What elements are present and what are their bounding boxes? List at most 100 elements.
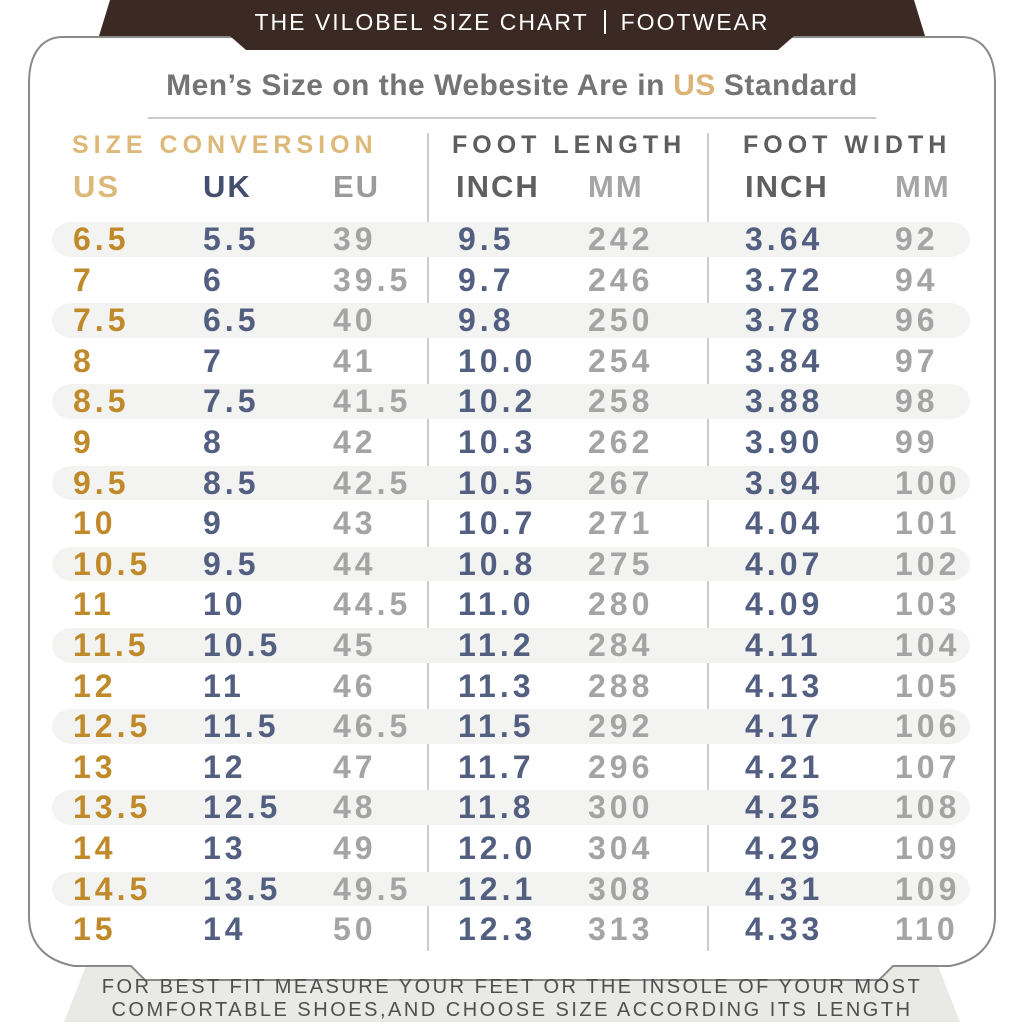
cell-wid-inch: 4.07 <box>745 545 824 582</box>
cell-us: 14 <box>73 829 117 866</box>
cell-us: 11 <box>73 586 115 623</box>
cell-us: 11.5 <box>73 626 150 663</box>
cell-eu: 45 <box>333 626 377 663</box>
cell-eu: 44 <box>333 545 377 582</box>
table-row: 8.5 7.5 41.5 10.2 258 3.88 98 <box>52 381 970 422</box>
cell-us: 13.5 <box>73 789 152 826</box>
cell-wid-inch: 4.33 <box>745 911 824 948</box>
cell-len-inch: 9.7 <box>458 261 515 298</box>
cell-wid-mm: 107 <box>895 748 961 785</box>
cell-us: 12.5 <box>73 708 152 745</box>
cell-eu: 50 <box>333 911 377 948</box>
footer-note: FOR BEST FIT MEASURE YOUR FEET OR THE IN… <box>0 976 1024 1022</box>
cell-us: 15 <box>73 911 117 948</box>
cell-uk: 12 <box>203 748 247 785</box>
cell-len-mm: 313 <box>588 911 654 948</box>
cell-wid-inch: 3.72 <box>745 261 824 298</box>
table-row: 13.5 12.5 48 11.8 300 4.25 108 <box>52 787 970 828</box>
cell-uk: 9.5 <box>203 545 260 582</box>
cell-wid-inch: 4.25 <box>745 789 824 826</box>
cell-len-inch: 11.8 <box>458 789 535 826</box>
cell-len-inch: 12.0 <box>458 829 537 866</box>
size-table-body: 6.5 5.5 39 9.5 242 3.64 92 7 6 39.5 9.7 246 3.72 94 7.… <box>52 219 970 950</box>
cell-wid-mm: 105 <box>895 667 961 704</box>
cell-wid-mm: 109 <box>895 829 961 866</box>
cell-us: 6.5 <box>73 221 130 257</box>
cell-wid-mm: 99 <box>895 423 939 460</box>
cell-len-mm: 296 <box>588 748 654 785</box>
cell-wid-mm: 110 <box>895 911 959 948</box>
cell-wid-inch: 3.84 <box>745 342 824 379</box>
cell-eu: 46 <box>333 667 377 704</box>
cell-us: 7 <box>73 261 95 298</box>
cell-us: 8.5 <box>73 383 130 420</box>
cell-us: 9.5 <box>73 464 130 501</box>
table-row: 9 8 42 10.3 262 3.90 99 <box>52 422 970 463</box>
cell-eu: 39 <box>333 221 377 257</box>
cell-uk: 11.5 <box>203 708 280 745</box>
banner-separator <box>603 10 606 34</box>
cell-eu: 43 <box>333 505 377 542</box>
cell-wid-inch: 4.09 <box>745 586 824 623</box>
cell-wid-inch: 3.94 <box>745 464 824 501</box>
page-title: Men’s Size on the Webesite Are in US Stand… <box>0 64 1024 108</box>
table-row: 8 7 41 10.0 254 3.84 97 <box>52 341 970 382</box>
cell-len-inch: 9.8 <box>458 302 515 339</box>
cell-wid-inch: 3.88 <box>745 383 824 420</box>
cell-wid-mm: 102 <box>895 545 961 582</box>
section-divider-1 <box>427 133 429 951</box>
cell-wid-mm: 100 <box>895 464 961 501</box>
cell-eu: 42 <box>333 423 377 460</box>
cell-uk: 14 <box>203 911 247 948</box>
cell-wid-mm: 94 <box>895 261 939 298</box>
cell-wid-mm: 104 <box>895 626 961 663</box>
cell-eu: 48 <box>333 789 377 826</box>
cell-wid-inch: 4.11 <box>745 626 822 663</box>
cell-wid-mm: 106 <box>895 708 961 745</box>
cell-len-mm: 246 <box>588 261 654 298</box>
cell-len-mm: 258 <box>588 383 654 420</box>
cell-wid-mm: 103 <box>895 586 961 623</box>
cell-eu: 41.5 <box>333 383 412 420</box>
cell-len-inch: 9.5 <box>458 221 515 257</box>
table-row: 12 11 46 11.3 288 4.13 105 <box>52 666 970 707</box>
cell-uk: 6 <box>203 261 225 298</box>
column-header-uk: UK <box>203 169 252 204</box>
title-suffix: Standard <box>723 69 858 102</box>
cell-eu: 44.5 <box>333 586 412 623</box>
cell-us: 14.5 <box>73 870 152 907</box>
cell-uk: 13.5 <box>203 870 282 907</box>
table-row: 13 12 47 11.7 296 4.21 107 <box>52 747 970 788</box>
top-banner <box>99 0 925 50</box>
table-row: 15 14 50 12.3 313 4.33 110 <box>52 909 970 950</box>
cell-eu: 41 <box>333 342 377 379</box>
cell-wid-inch: 4.17 <box>745 708 824 745</box>
cell-len-mm: 254 <box>588 342 654 379</box>
table-row: 14 13 49 12.0 304 4.29 109 <box>52 828 970 869</box>
table-row: 7.5 6.5 40 9.8 250 3.78 96 <box>52 300 970 341</box>
table-row: 6.5 5.5 39 9.5 242 3.64 92 <box>52 219 970 260</box>
cell-eu: 42.5 <box>333 464 412 501</box>
cell-len-inch: 10.7 <box>458 505 537 542</box>
table-row: 11.5 10.5 45 11.2 284 4.11 104 <box>52 625 970 666</box>
cell-uk: 5.5 <box>203 221 260 257</box>
table-row: 10 9 43 10.7 271 4.04 101 <box>52 503 970 544</box>
footer-note-line1: FOR BEST FIT MEASURE YOUR FEET OR THE IN… <box>101 976 923 998</box>
cell-len-mm: 308 <box>588 870 654 907</box>
column-header-width-mm: MM <box>895 169 951 204</box>
cell-len-mm: 262 <box>588 423 654 460</box>
cell-len-mm: 292 <box>588 708 654 745</box>
cell-len-mm: 288 <box>588 667 654 704</box>
section-divider-2 <box>707 133 709 951</box>
cell-wid-inch: 4.21 <box>745 748 824 785</box>
cell-us: 10.5 <box>73 545 152 582</box>
banner-title-left: THE VILOBEL SIZE CHART <box>254 8 589 35</box>
cell-us: 10 <box>73 505 117 542</box>
table-row: 12.5 11.5 46.5 11.5 292 4.17 106 <box>52 706 970 747</box>
table-row: 9.5 8.5 42.5 10.5 267 3.94 100 <box>52 463 970 504</box>
cell-eu: 46.5 <box>333 708 412 745</box>
cell-len-inch: 12.1 <box>458 870 537 907</box>
cell-wid-inch: 4.13 <box>745 667 824 704</box>
